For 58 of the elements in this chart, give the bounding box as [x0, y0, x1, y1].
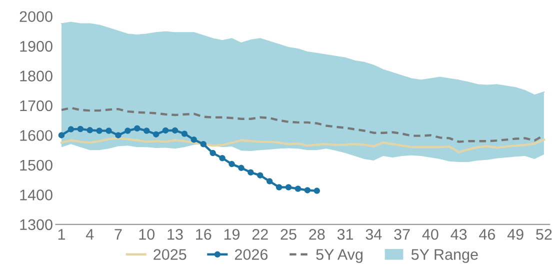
y-tick-label: 1600: [20, 130, 52, 141]
point: [96, 128, 102, 134]
x-tick-label: 1: [58, 229, 65, 240]
legend-label: 5Y Avg: [316, 249, 362, 263]
point: [304, 187, 311, 194]
legend-label: 2025: [154, 249, 186, 260]
y-tick-label: 1400: [20, 190, 52, 200]
x-tick-label: 10: [139, 228, 155, 240]
x-tick-label: 37: [394, 228, 410, 240]
point: [238, 164, 244, 172]
legend-label: 5Y Range: [411, 249, 478, 263]
point: [58, 132, 65, 138]
point: [266, 178, 273, 184]
x-tick-label: 7: [114, 229, 122, 240]
point: [86, 127, 93, 134]
x-tick-label: 43: [450, 228, 467, 240]
point: [152, 131, 160, 138]
point: [134, 125, 140, 132]
point: [162, 127, 169, 134]
x-tick-label: 46: [479, 228, 496, 240]
point: [285, 184, 292, 190]
point: [115, 132, 122, 138]
point: [172, 127, 178, 134]
point: [190, 136, 198, 143]
x-tick-label: 19: [224, 228, 240, 240]
x-tick-label: 34: [366, 228, 382, 240]
point: [200, 141, 207, 148]
point: [124, 128, 131, 134]
x-tick-label: 4: [86, 229, 94, 240]
point: [314, 188, 320, 194]
x-tick-label: 25: [280, 228, 296, 240]
x-tick-label: 49: [507, 228, 524, 240]
point: [181, 130, 188, 137]
x-tick-label: 52: [536, 228, 552, 240]
point: [276, 184, 282, 190]
point: [77, 126, 84, 132]
point: [294, 186, 302, 192]
y-tick-label: 1900: [20, 40, 52, 52]
y-tick-label: 1700: [20, 100, 52, 112]
point: [68, 126, 74, 132]
x-tick-label: 28: [309, 228, 325, 240]
point: [248, 169, 254, 176]
point: [219, 154, 226, 162]
point: [228, 160, 235, 168]
y-tick-label: 2000: [20, 11, 52, 22]
y-tick-label: 1500: [20, 160, 52, 171]
x-tick-label: 13: [168, 228, 183, 240]
x-tick-label: 22: [252, 228, 268, 240]
point: [257, 172, 264, 178]
point: [143, 128, 150, 134]
legend-label: 2026: [235, 249, 268, 260]
point: [210, 150, 216, 156]
x-tick-label: 16: [196, 228, 212, 240]
x-tick-label: 40: [422, 228, 438, 240]
y-tick-label: 1300: [20, 219, 52, 230]
y-tick-label: 1800: [20, 70, 52, 82]
point: [106, 128, 112, 134]
x-tick-label: 31: [337, 228, 354, 240]
